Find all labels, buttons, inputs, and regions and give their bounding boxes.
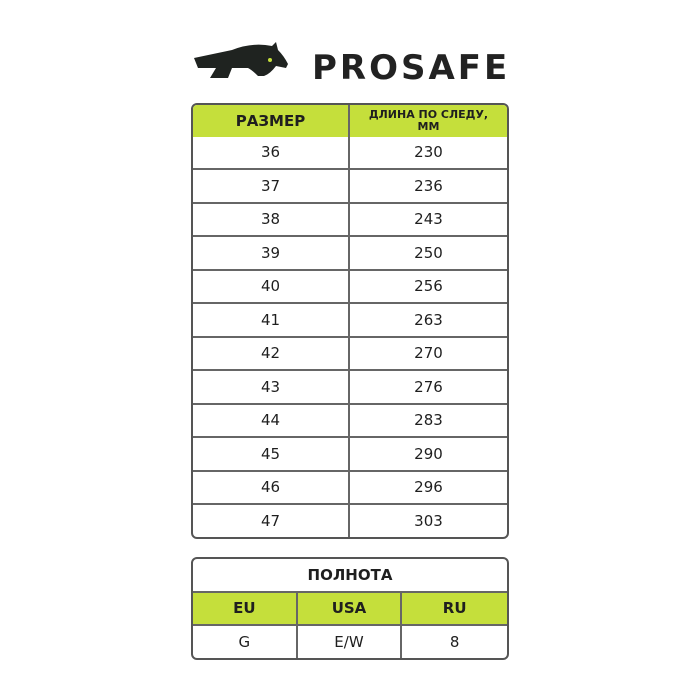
width-title: ПОЛНОТА [193,559,507,593]
table-row: 40 256 [193,270,507,304]
table-row: 46 296 [193,471,507,505]
length-cell: 230 [350,137,507,170]
size-table: РАЗМЕР ДЛИНА ПО СЛЕДУ, ММ 36 230 37 236 38 243… [191,103,509,539]
size-cell: 47 [193,505,350,537]
header-usa: USA [297,592,403,626]
size-cell: 37 [193,170,350,204]
table-row: 36 230 [193,136,507,170]
table-row: 43 276 [193,371,507,405]
rhino-logo-icon [194,42,288,78]
size-cell: 39 [193,237,350,271]
table-row: 39 250 [193,237,507,271]
length-cell: 283 [350,405,507,438]
value-eu: G [193,626,298,658]
length-cell: 290 [350,438,507,472]
table-row: 42 270 [193,337,507,371]
length-cell: 263 [350,304,507,338]
value-ru: 8 [449,632,460,651]
length-cell: 276 [350,371,507,405]
length-cell: 296 [350,472,507,505]
size-cell: 42 [193,337,350,371]
size-cell: 43 [193,371,350,405]
table-row: 41 263 [193,304,507,338]
header-length: ДЛИНА ПО СЛЕДУ, ММ [350,105,507,137]
length-cell: 303 [414,511,443,530]
length-cell: 256 [350,271,507,304]
header-length-line1: ДЛИНА ПО СЛЕДУ, [368,107,489,121]
brand-name: PROSAFE [312,48,511,88]
header-length-unit: ММ [417,119,440,133]
length-cell: 236 [350,170,507,204]
table-row: 38 243 [193,203,507,237]
size-cell: 44 [193,404,350,438]
value-usa: E/W [298,626,403,658]
size-cell: 45 [193,438,350,472]
size-table-header: РАЗМЕР ДЛИНА ПО СЛЕДУ, ММ [193,105,507,137]
table-row: 37 236 [193,170,507,204]
size-cell: 36 [193,136,350,170]
size-cell: 38 [193,203,350,237]
size-cell: 40 [193,270,350,304]
length-cell: 250 [350,237,507,271]
size-cell: 41 [193,304,350,338]
table-row: 45 290 [193,438,507,472]
width-table: ПОЛНОТА EU USA RU G E/W 8 [191,557,509,660]
length-cell: 243 [350,204,507,237]
size-cell: 46 [193,471,350,505]
header-size: РАЗМЕР [193,105,350,137]
header-eu: EU [193,592,298,626]
table-row: 44 283 [193,404,507,438]
header-ru: RU [402,592,507,626]
length-cell: 270 [350,338,507,371]
table-row: 47 303 [193,505,507,537]
